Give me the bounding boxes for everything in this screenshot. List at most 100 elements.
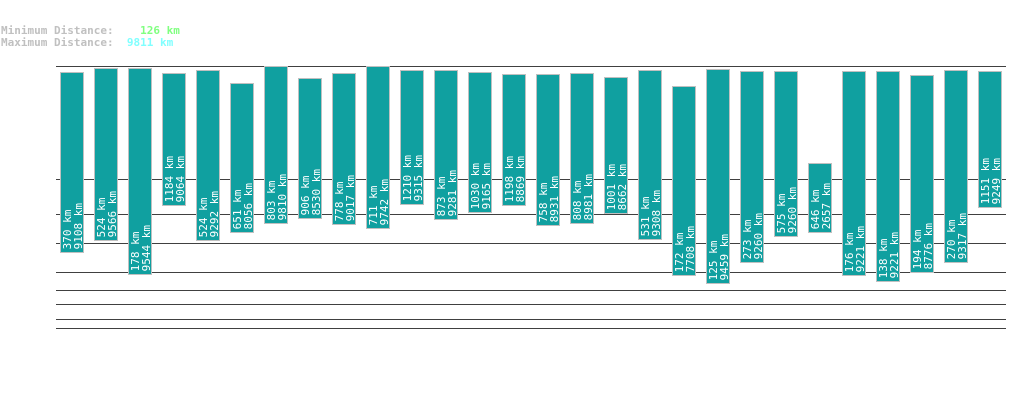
bar: 778 km 9017 km: [332, 73, 357, 225]
bar-label: 575 km 9260 km: [775, 186, 799, 233]
bar-label: 138 km 9221 km: [877, 231, 901, 278]
bar-label: 1151 km 9249 km: [979, 157, 1003, 204]
bar-max-label: 8662 km: [616, 163, 629, 210]
bar-max-label: 9308 km: [650, 189, 663, 236]
bar-max-label: 9566 km: [106, 190, 119, 237]
bar: 194 km 8776 km: [910, 75, 935, 273]
bar: 1151 km 9249 km: [978, 71, 1003, 208]
bar-label: 194 km 8776 km: [911, 222, 935, 269]
bar-label: 778 km 9017 km: [333, 174, 357, 221]
bar: 1210 km 9315 km: [400, 70, 425, 205]
bar-max-label: 9544 km: [140, 224, 153, 271]
bar-max-label: 9292 km: [208, 190, 221, 237]
gridline: [56, 179, 1006, 180]
bar-max-label: 9742 km: [378, 178, 391, 225]
bar-max-label: 8931 km: [548, 175, 561, 222]
bar: 646 km 2657 km: [808, 163, 833, 233]
bar-label: 651 km 8056 km: [231, 182, 255, 229]
bar: 758 km 8931 km: [536, 74, 561, 226]
bar-label: 125 km 9459 km: [707, 233, 731, 280]
bar-max-label: 9317 km: [956, 212, 969, 259]
min-distance-value: 126 km: [140, 24, 180, 37]
bar-label: 1001 km 8662 km: [605, 163, 629, 210]
bar-max-label: 8869 km: [514, 155, 527, 202]
bar-label: 270 km 9317 km: [945, 212, 969, 259]
bar-label: 711 km 9742 km: [367, 178, 391, 225]
bar-max-label: 2657 km: [820, 182, 833, 229]
bar: 370 km 9108 km: [60, 72, 85, 253]
gridline: [56, 272, 1006, 273]
bar-label: 178 km 9544 km: [129, 224, 153, 271]
bar-label: 273 km 9260 km: [741, 212, 765, 259]
bar-max-label: 9165 km: [480, 162, 493, 209]
min-distance-row: Minimum Distance: 126 km: [1, 25, 180, 37]
bar: 1198 km 8869 km: [502, 74, 527, 206]
gridline: [56, 290, 1006, 291]
bar-max-label: 9017 km: [344, 174, 357, 221]
bar-max-label: 8530 km: [310, 168, 323, 215]
bar-label: 1210 km 9315 km: [401, 154, 425, 201]
bar-max-label: 9064 km: [174, 155, 187, 202]
gridline: [56, 319, 1006, 320]
bar: 1030 km 9165 km: [468, 72, 493, 213]
bar: 270 km 9317 km: [944, 70, 969, 263]
bar: 873 km 9281 km: [434, 70, 459, 220]
gridline: [56, 66, 1006, 67]
bar: 651 km 8056 km: [230, 83, 255, 233]
bar: 808 km 8981 km: [570, 73, 595, 224]
bar-max-label: 9260 km: [786, 186, 799, 233]
bar-max-label: 9315 km: [412, 154, 425, 201]
bar: 906 km 8530 km: [298, 78, 323, 219]
bar: 803 km 9810 km: [264, 66, 289, 224]
bar-label: 873 km 9281 km: [435, 169, 459, 216]
bar: 1001 km 8662 km: [604, 77, 629, 214]
bar-label: 1030 km 9165 km: [469, 162, 493, 209]
gridline: [56, 243, 1006, 244]
bar: 1184 km 9064 km: [162, 73, 187, 206]
gridline: [56, 328, 1006, 329]
bar-label: 1198 km 8869 km: [503, 155, 527, 202]
bar-max-label: 9221 km: [854, 225, 867, 272]
bar-max-label: 9281 km: [446, 169, 459, 216]
bar-max-label: 9221 km: [888, 231, 901, 278]
bar: 273 km 9260 km: [740, 71, 765, 263]
max-distance-label: Maximum Distance:: [1, 36, 114, 49]
bar: 575 km 9260 km: [774, 71, 799, 237]
bar-label: 808 km 8981 km: [571, 173, 595, 220]
min-distance-label: Minimum Distance:: [1, 24, 114, 37]
bar-max-label: 9260 km: [752, 212, 765, 259]
bar-label: 758 km 8931 km: [537, 175, 561, 222]
max-distance-value: 9811 km: [126, 36, 174, 49]
bar-label: 803 km 9810 km: [265, 173, 289, 220]
gridline: [56, 304, 1006, 305]
bar-label: 370 km 9108 km: [61, 202, 85, 249]
bar-max-label: 8056 km: [242, 182, 255, 229]
bar: 176 km 9221 km: [842, 71, 867, 276]
bar-max-label: 8981 km: [582, 173, 595, 220]
bar-max-label: 9459 km: [718, 233, 731, 280]
bar-label: 646 km 2657 km: [809, 182, 833, 229]
bar: 125 km 9459 km: [706, 69, 731, 284]
bar-label: 524 km 9566 km: [95, 190, 119, 237]
bar-max-label: 9810 km: [276, 173, 289, 220]
bar: 531 km 9308 km: [638, 70, 663, 240]
bar-label: 524 km 9292 km: [197, 190, 221, 237]
bar: 524 km 9566 km: [94, 68, 119, 241]
gridline: [56, 214, 1006, 215]
bar: 178 km 9544 km: [128, 68, 153, 275]
bar: 138 km 9221 km: [876, 71, 901, 282]
bar: 711 km 9742 km: [366, 66, 391, 229]
bar: 172 km 7708 km: [672, 86, 697, 276]
max-distance-row: Maximum Distance: 9811 km: [1, 37, 173, 49]
bar-label: 906 km 8530 km: [299, 168, 323, 215]
bar-max-label: 8776 km: [922, 222, 935, 269]
bar-label: 172 km 7708 km: [673, 225, 697, 272]
bar-label: 176 km 9221 km: [843, 225, 867, 272]
bar: 524 km 9292 km: [196, 70, 221, 241]
bar-label: 1184 km 9064 km: [163, 155, 187, 202]
bar-label: 531 km 9308 km: [639, 189, 663, 236]
bar-max-label: 7708 km: [684, 225, 697, 272]
bar-max-label: 9249 km: [990, 157, 1003, 204]
bar-max-label: 9108 km: [72, 202, 85, 249]
